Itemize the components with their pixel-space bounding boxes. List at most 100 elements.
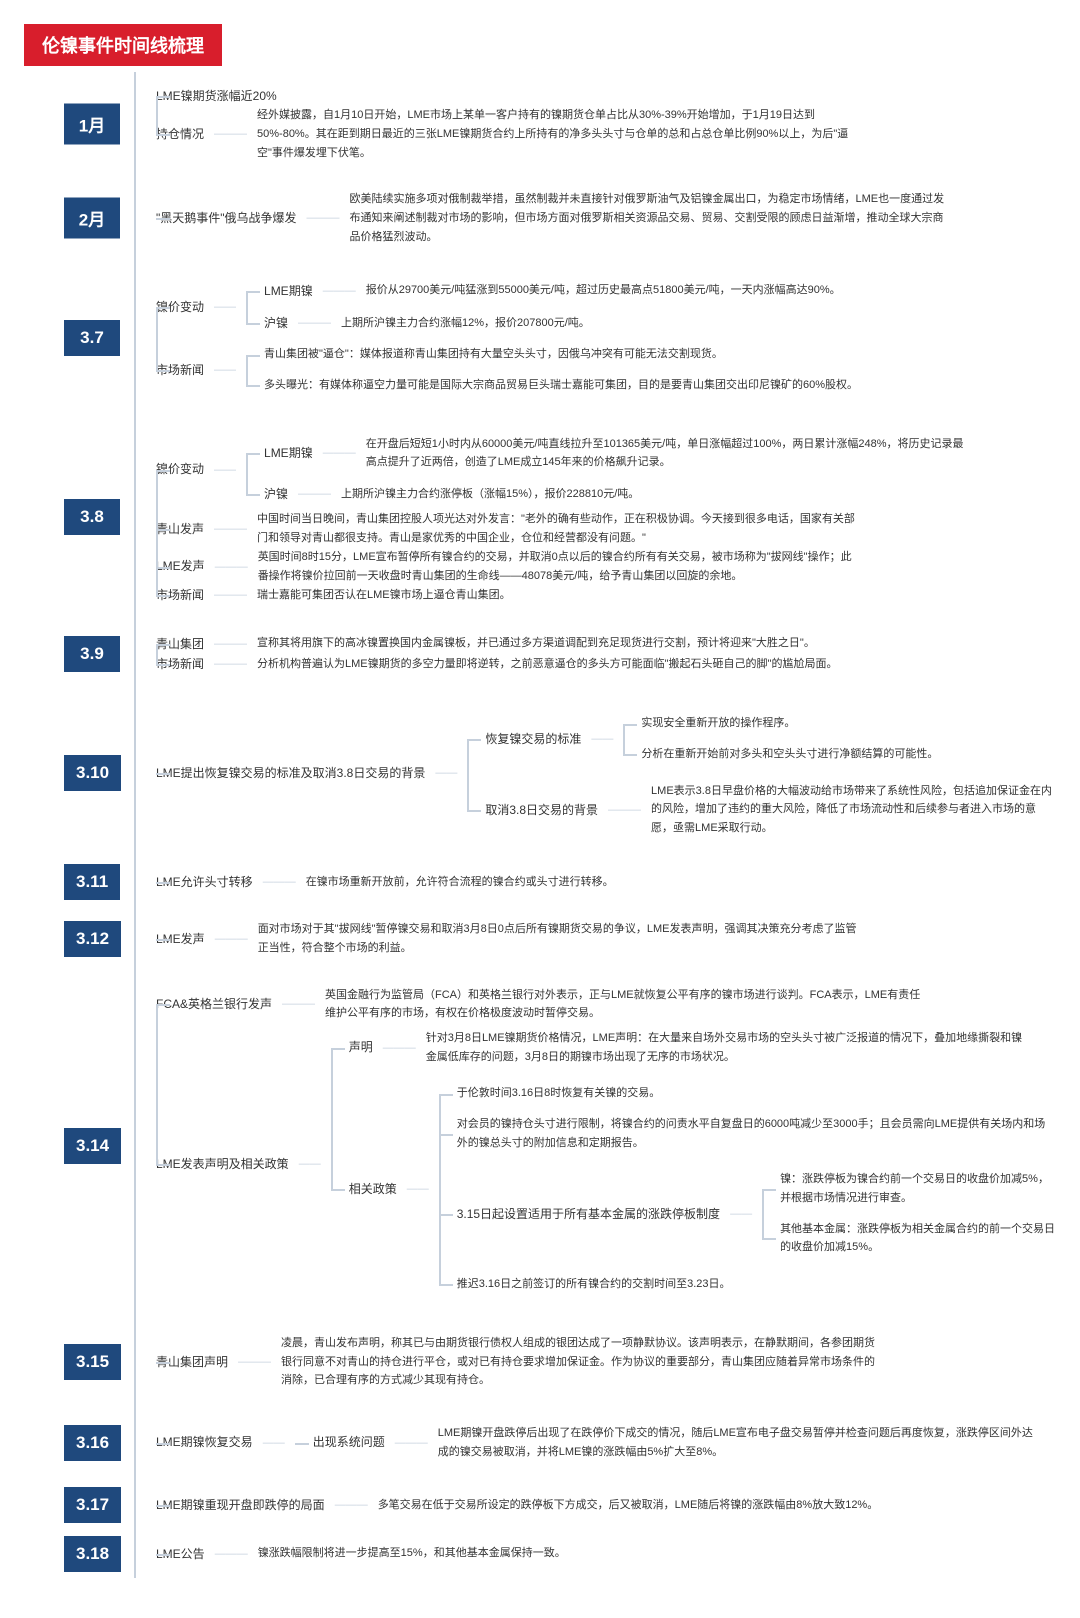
date-badge: 2月	[64, 198, 120, 239]
node-row: LME期镍重现开盘即跌停的局面———多笔交易在低于交易所设定的跌停板下方成交，后…	[156, 1495, 1056, 1515]
node-row: 青山集团声明———凌晨，青山发布声明，称其已与由期货银行债权人组成的银团达成了一…	[156, 1334, 1056, 1390]
leaf-text: 多笔交易在低于交易所设定的跌停板下方成交，后又被取消，LME随后将镍的涨跌幅由8…	[378, 1496, 879, 1515]
leaf-text: 分析在重新开始前对多头和空头头寸进行净额结算的可能性。	[641, 745, 938, 764]
children: 恢复镍交易的标准 —— 实现安全重新开放的操作程序。分析在重新开始前对多头和空头头寸…	[467, 702, 1056, 843]
node-label: 声明	[349, 1037, 373, 1057]
connector-dash: ——	[435, 767, 457, 779]
node-label: LME允许头寸转移	[156, 872, 253, 892]
tree-node: LME发声———面对市场对于其"拔网线"暂停镍交易和取消3月8日0点后所有镍期货…	[156, 920, 1056, 957]
date-badge: 3.11	[64, 864, 120, 900]
node-row: "黑天鹅事件"俄乌战争爆发 ——— 欧美陆续实施多项对俄制裁举措，虽然制裁并未直接针…	[156, 190, 1056, 246]
tree-node: 市场新闻———瑞士嘉能可集团否认在LME镍市场上逼仓青山集团。	[156, 585, 1056, 605]
node-row: 3.15日起设置适用于所有基本金属的涨跌停板制度——镍：涨跌停板为镍合约前一个交…	[457, 1164, 1056, 1263]
children: 青山集团被"逼仓"：媒体报道称青山集团持有大量空头头寸，因俄乌冲突有可能无法交割…	[246, 339, 858, 400]
tree-node: 声明———针对3月8日LME镍期货价格情况，LME声明：在大量来自场外交易市场的…	[331, 1023, 1056, 1072]
date-badge: 3.18	[64, 1536, 121, 1572]
entry-tree: 镍价变动——LME期镍———报价从29700美元/吨猛涨到55000美元/吨，超…	[156, 275, 1056, 401]
timeline-entry: 3.16LME期镍恢复交易——出现系统问题———LME期镍开盘跌停后出现了在跌停…	[134, 1404, 1056, 1481]
leaf-text: 瑞士嘉能可集团否认在LME镍市场上逼仓青山集团。	[257, 586, 511, 605]
entry-tree: LME镍期货涨幅近20%持仓情况———经外媒披露，自1月10日开始，LME市场上…	[156, 86, 1056, 162]
connector-dash: ———	[214, 523, 247, 535]
connector-dash: ——	[591, 733, 613, 745]
connector-dash: ———	[214, 128, 247, 140]
leaf-text: 英国金融行为监管局（FCA）和英格兰银行对外表示，正与LME就恢复公平有序的镍市…	[325, 986, 925, 1023]
node-row: 青山发声———中国时间当日晚间，青山集团控股人项光达对外发言："老外的确有些动作…	[156, 510, 1056, 547]
leaf-text: 实现安全重新开放的操作程序。	[641, 714, 795, 733]
node-label: "黑天鹅事件"俄乌战争爆发	[156, 208, 297, 228]
node-row: 恢复镍交易的标准 —— 实现安全重新开放的操作程序。分析在重新开始前对多头和空头头寸…	[485, 708, 1056, 769]
connector-dash: ———	[214, 658, 247, 670]
timeline-entry: 3.8镍价变动——LME期镍———在开盘后短短1小时内从60000美元/吨直线拉…	[134, 415, 1056, 620]
node-row: LME期镍———报价从29700美元/吨猛涨到55000美元/吨，超过历史最高点…	[264, 281, 841, 301]
node-label: 相关政策	[349, 1179, 397, 1199]
node-label: 出现系统问题	[313, 1432, 385, 1452]
tree-node: LME期镍重现开盘即跌停的局面———多笔交易在低于交易所设定的跌停板下方成交，后…	[156, 1495, 1056, 1515]
timeline-entry: 3.15青山集团声明———凌晨，青山发布声明，称其已与由期货银行债权人组成的银团…	[134, 1320, 1056, 1404]
leaf-text: 针对3月8日LME镍期货价格情况，LME声明：在大量来自场外交易市场的空头头寸被…	[426, 1029, 1026, 1066]
tree-node: 镍：涨跌停板为镍合约前一个交易日的收盘价加减5%，并根据市场情况进行审查。	[762, 1164, 1056, 1213]
tree-node: 沪镍———上期所沪镍主力合约涨幅12%，报价207800元/吨。	[246, 307, 841, 339]
children: 出现系统问题 ——— LME期镍开盘跌停后出现了在跌停价下成交的情况，随后LME宣布…	[295, 1418, 1038, 1467]
node-label: LME提出恢复镍交易的标准及取消3.8日交易的背景	[156, 763, 425, 783]
leaf-text: LME期镍开盘跌停后出现了在跌停价下成交的情况，随后LME宣布电子盘交易暂停并检…	[438, 1424, 1038, 1461]
tree-node: 青山集团声明———凌晨，青山发布声明，称其已与由期货银行债权人组成的银团达成了一…	[156, 1334, 1056, 1390]
tree-node: 相关政策 —— 于伦敦时间3.16日8时恢复有关镍的交易。对会员的镍持仓头寸进行限制…	[331, 1072, 1056, 1306]
connector-dash: ———	[335, 1499, 368, 1511]
tree-node: 市场新闻———分析机构普遍认为LME镍期货的多空力量即将逆转，之前恶意逼仓的多头…	[156, 654, 1056, 674]
tree-node: LME镍期货涨幅近20%	[156, 86, 1056, 106]
node-label: LME期镍	[264, 443, 313, 463]
tree-node: LME发声———英国时间8时15分，LME宣布暂停所有镍合约的交易，并取消0点以…	[156, 548, 1056, 585]
entry-tree: 镍价变动——LME期镍———在开盘后短短1小时内从60000美元/吨直线拉升至1…	[156, 429, 1056, 606]
node-label: LME期镍	[264, 281, 313, 301]
node-row: 相关政策 —— 于伦敦时间3.16日8时恢复有关镍的交易。对会员的镍持仓头寸进行限制…	[349, 1078, 1056, 1300]
entry-tree: LME期镍重现开盘即跌停的局面———多笔交易在低于交易所设定的跌停板下方成交，后…	[156, 1495, 1056, 1515]
connector-dash: ——	[214, 464, 236, 476]
tree-node: LME公告———镍涨跌幅限制将进一步提高至15%，和其他基本金属保持一致。	[156, 1544, 1056, 1564]
tree-node: 对会员的镍持仓头寸进行限制，将镍合约的问责水平自复盘日的6000吨减少至3000…	[439, 1109, 1056, 1158]
timeline-entry: 3.14FCA&英格兰银行发声———英国金融行为监管局（FCA）和英格兰银行对外…	[134, 972, 1056, 1320]
tree-node: 实现安全重新开放的操作程序。	[623, 708, 938, 739]
connector-dash: ———	[263, 876, 296, 888]
date-badge: 3.17	[64, 1487, 121, 1523]
timeline-entry: 3.10LME提出恢复镍交易的标准及取消3.8日交易的背景——恢复镍交易的标准—…	[134, 688, 1056, 857]
entry-tree: LME允许头寸转移 ——— 在镍市场重新开放前，允许符合流程的镍合约或头寸进行转移。	[156, 872, 1056, 892]
connector-dash: ———	[395, 1437, 428, 1449]
tree-node: 取消3.8日交易的背景———LME表示3.8日早盘价格的大幅波动给市场带来了系统…	[467, 776, 1056, 844]
connector-dash: ———	[215, 561, 248, 573]
node-label: 青山发声	[156, 519, 204, 539]
node-label: LME公告	[156, 1544, 205, 1564]
connector-dash: ———	[214, 638, 247, 650]
tree-node: 沪镍———上期所沪镍主力合约涨停板（涨幅15%），报价228810元/吨。	[246, 478, 966, 510]
entry-tree: FCA&英格兰银行发声———英国金融行为监管局（FCA）和英格兰银行对外表示，正…	[156, 986, 1056, 1306]
date-badge: 3.14	[64, 1128, 121, 1164]
node-row: 镍价变动——LME期镍———在开盘后短短1小时内从60000美元/吨直线拉升至1…	[156, 429, 1056, 511]
connector-dash: ———	[307, 212, 340, 224]
timeline-entry: 3.12LME发声———面对市场对于其"拔网线"暂停镍交易和取消3月8日0点后所…	[134, 906, 1056, 971]
timeline-entry: 3.7镍价变动——LME期镍———报价从29700美元/吨猛涨到55000美元/…	[134, 261, 1056, 415]
leaf-text: 其他基本金属：涨跌停板为相关金属合约的前一个交易日的收盘价加减15%。	[780, 1220, 1056, 1257]
leaf-text: 在镍市场重新开放前，允许符合流程的镍合约或头寸进行转移。	[306, 873, 614, 892]
node-row: LME允许头寸转移 ——— 在镍市场重新开放前，允许符合流程的镍合约或头寸进行转移。	[156, 872, 1056, 892]
timeline: 1月LME镍期货涨幅近20%持仓情况———经外媒披露，自1月10日开始，LME市…	[24, 72, 1056, 1578]
node-label: 持仓情况	[156, 124, 204, 144]
timeline-entry: 3.18LME公告———镍涨跌幅限制将进一步提高至15%，和其他基本金属保持一致…	[134, 1530, 1056, 1578]
leaf-text: 在开盘后短短1小时内从60000美元/吨直线拉升至101365美元/吨，单日涨幅…	[366, 435, 966, 472]
connector-dash: ——	[214, 364, 236, 376]
tree-node: LME期镍———报价从29700美元/吨猛涨到55000美元/吨，超过历史最高点…	[246, 275, 841, 307]
connector-dash: ———	[608, 804, 641, 816]
connector-dash: ———	[215, 933, 248, 945]
tree-node: 其他基本金属：涨跌停板为相关金属合约的前一个交易日的收盘价加减15%。	[762, 1214, 1056, 1263]
node-label: 沪镍	[264, 484, 288, 504]
node-label: LME镍期货涨幅近20%	[156, 86, 277, 106]
leaf-text: 欧美陆续实施多项对俄制裁举措，虽然制裁并未直接针对俄罗斯油气及铝镍金属出口，为稳…	[350, 190, 950, 246]
connector-dash: ———	[323, 447, 356, 459]
tree-node: LME发表声明及相关政策——声明———针对3月8日LME镍期货价格情况，LME声…	[156, 1023, 1056, 1306]
date-badge: 3.8	[64, 499, 120, 535]
children: 于伦敦时间3.16日8时恢复有关镍的交易。对会员的镍持仓头寸进行限制，将镍合约的…	[439, 1078, 1056, 1300]
leaf-text: 推迟3.16日之前签订的所有镍合约的交割时间至3.23日。	[457, 1275, 731, 1294]
connector-dash: ——	[407, 1183, 429, 1195]
leaf-text: LME表示3.8日早盘价格的大幅波动给市场带来了系统性风险，包括追加保证金在内的…	[651, 782, 1056, 838]
node-label: 恢复镍交易的标准	[485, 729, 581, 749]
connector-dash: ———	[323, 285, 356, 297]
node-row: LME发表声明及相关政策——声明———针对3月8日LME镍期货价格情况，LME声…	[156, 1023, 1056, 1306]
